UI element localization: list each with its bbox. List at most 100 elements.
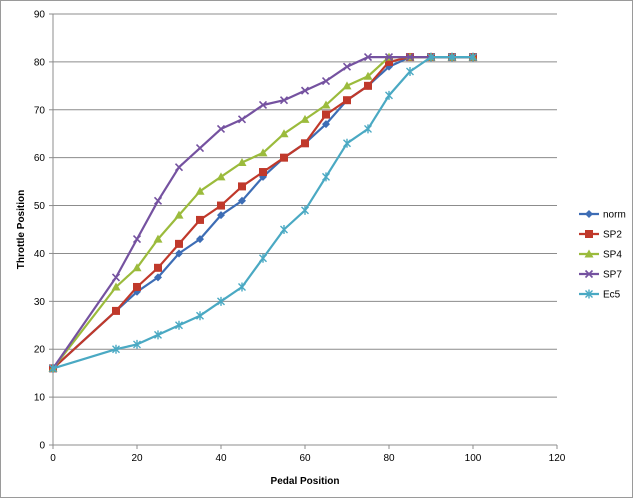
y-axis-title: Throttle Position [16, 190, 27, 269]
data-point [280, 225, 288, 234]
y-tick-label: 20 [34, 345, 46, 356]
data-point [342, 62, 352, 71]
data-point [196, 215, 204, 224]
data-point [175, 249, 183, 258]
data-point [384, 53, 394, 62]
grid-lines [53, 13, 557, 398]
data-point [133, 339, 141, 349]
series-norm [49, 53, 477, 373]
data-point [300, 114, 310, 123]
data-point [585, 210, 593, 218]
y-tick-label: 30 [34, 297, 46, 308]
series-line [52, 55, 473, 370]
data-point [154, 273, 162, 282]
x-tick-label: 0 [50, 453, 56, 464]
data-point [321, 100, 331, 109]
y-tick-label: 40 [34, 249, 46, 260]
data-point [405, 53, 415, 62]
data-point [112, 306, 120, 315]
data-point [301, 139, 309, 148]
data-point [322, 110, 330, 119]
data-point [258, 148, 268, 157]
data-point [322, 172, 330, 182]
y-tick-label: 90 [34, 10, 46, 21]
legend-entry: SP2 [579, 230, 622, 241]
data-point [237, 157, 247, 166]
data-point [153, 234, 163, 243]
series-line [52, 55, 473, 370]
x-tick-label: 120 [549, 453, 566, 464]
data-point [196, 311, 204, 321]
data-point [343, 138, 351, 148]
x-tick-label: 60 [299, 453, 311, 464]
data-point [363, 53, 373, 62]
x-axis-title: Pedal Position [271, 476, 340, 487]
data-point [132, 235, 142, 244]
legend-label: SP4 [603, 250, 622, 261]
data-point [427, 52, 435, 62]
data-point [385, 57, 393, 66]
data-point [154, 263, 162, 272]
data-point [363, 71, 373, 80]
data-point [132, 263, 142, 272]
legend-entry: SP7 [579, 270, 622, 281]
data-point [469, 52, 477, 62]
data-point [154, 330, 162, 340]
data-point [217, 296, 225, 306]
y-tick-label: 10 [34, 393, 46, 404]
data-point [385, 90, 393, 100]
data-point [300, 86, 310, 95]
data-point [195, 186, 205, 195]
y-tick-label: 60 [34, 153, 46, 164]
data-point [448, 52, 456, 62]
data-point [364, 81, 372, 90]
data-point [280, 153, 288, 162]
axes [49, 13, 558, 449]
legend-entry: norm [579, 210, 626, 221]
data-point [322, 120, 330, 129]
data-point [342, 81, 352, 90]
y-tick-label: 0 [39, 441, 45, 452]
legend-label: SP2 [603, 230, 622, 241]
data-point [584, 269, 594, 279]
tick-labels: 0 10 20 30 40 50 60 70 80 90 0 20 40 60 80 100 120 [34, 10, 566, 465]
legend-label: norm [603, 210, 626, 221]
series-line [52, 55, 473, 370]
data-point [343, 96, 351, 105]
data-point [174, 210, 184, 219]
data-point [406, 66, 414, 76]
data-point [153, 196, 163, 205]
data-point [175, 320, 183, 330]
legend-label: Ec5 [603, 290, 621, 301]
x-tick-label: 80 [383, 453, 395, 464]
data-point [279, 129, 289, 138]
data-point [216, 172, 226, 181]
data-point [301, 205, 309, 215]
data-point [585, 289, 593, 299]
data-point [279, 96, 289, 105]
data-point [195, 144, 205, 153]
series-line [52, 55, 473, 370]
data-point [133, 282, 141, 291]
data-point [238, 196, 246, 205]
data-point [238, 182, 246, 191]
series-sp2 [49, 53, 477, 373]
data-point [196, 235, 204, 244]
data-point [112, 344, 120, 354]
data-point [259, 253, 267, 263]
data-point [217, 201, 225, 210]
data-point [216, 124, 226, 133]
series-sp7 [48, 53, 478, 373]
legend-entry: SP4 [579, 249, 622, 261]
data-point [364, 124, 372, 134]
data-point [259, 168, 267, 177]
data-point [385, 62, 393, 71]
data-point [175, 239, 183, 248]
data-point [237, 115, 247, 124]
legend-entry: Ec5 [579, 289, 621, 301]
data-point [585, 230, 593, 238]
data-point [49, 363, 57, 373]
series-sp4 [48, 52, 478, 372]
